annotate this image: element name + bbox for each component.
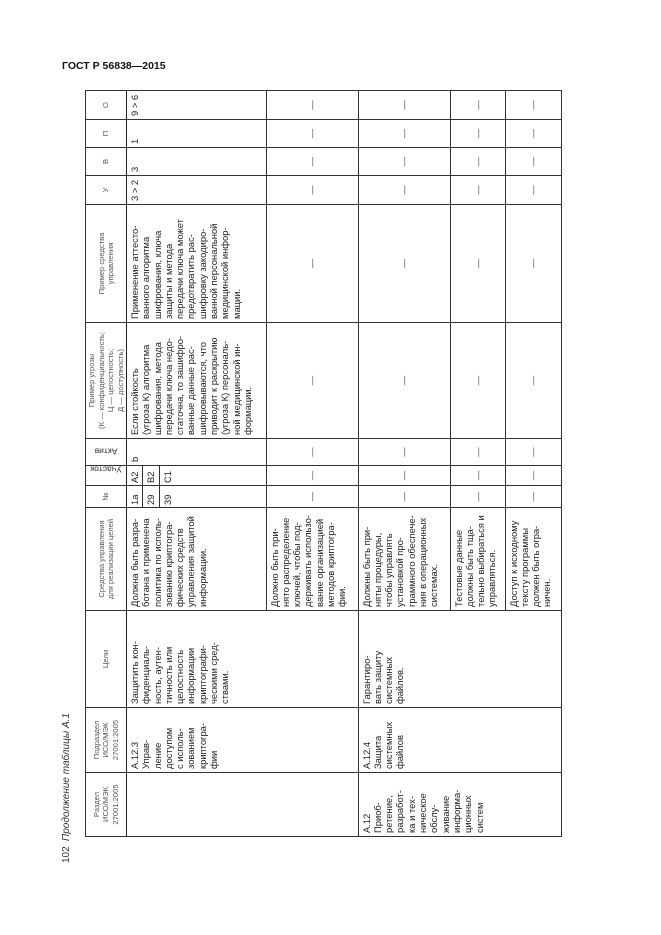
cell-asset: b [126, 438, 267, 466]
cell-p: — [505, 119, 562, 148]
header-section: Раздел ИСО/МЭК 27001:2005 [85, 772, 127, 837]
cell-p: — [450, 119, 506, 148]
table-row: А.12.3 Управ- ление доступом с исполь- з… [126, 90, 359, 837]
cell-section: А.12 Приоб- ретение, разработ- ка и тех-… [358, 772, 562, 837]
cell-area: — [450, 465, 506, 486]
cell-asset: — [505, 438, 562, 466]
cell-asset: — [358, 438, 451, 466]
cell-number: 29 [142, 485, 160, 508]
cell-control: Доступ к исходному тексту программы долж… [505, 507, 562, 611]
cell-u: — [266, 175, 359, 205]
header-goals: Цели [85, 610, 127, 708]
cell-control: Должна быть разра- ботана и применена по… [126, 507, 267, 611]
cell-area: — [358, 465, 451, 486]
cell-number: 39 [159, 485, 267, 508]
cell-area: A2 [126, 465, 143, 486]
cell-goal: Гарантиро- вать защиту системных файлов. [358, 610, 562, 708]
cell-u: — [450, 175, 506, 205]
cell-u: — [505, 175, 562, 205]
header-v: В [85, 147, 127, 176]
controls-table: Раздел ИСО/МЭК 27001:2005 Подраздел ИСО/… [85, 90, 562, 837]
cell-p: 1 [126, 119, 267, 148]
cell-o: — [358, 90, 451, 120]
cell-p: — [358, 119, 451, 148]
page-number: 102 [61, 846, 72, 863]
cell-o: — [450, 90, 506, 120]
cell-number: — [266, 485, 359, 508]
cell-measure: — [450, 204, 506, 323]
rotated-page-content: 102 Продолжение таблицы А.1 Раздел ИСО/М… [55, 85, 565, 875]
cell-number: — [505, 485, 562, 508]
header-asset-text: Актив [94, 447, 118, 458]
cell-threat: Если стойкость (угроза К) алгоритма шифр… [126, 322, 267, 439]
header-control-example: Пример средства управления [85, 204, 127, 323]
header-u: У [85, 175, 127, 205]
cell-threat: — [358, 322, 451, 439]
cell-threat: — [450, 322, 506, 439]
cell-v: — [450, 147, 506, 176]
cell-measure: — [358, 204, 451, 323]
cell-control: Должно быть при- нято распределение ключ… [266, 507, 359, 611]
cell-area: — [505, 465, 562, 486]
cell-subsection: А.12.3 Управ- ление доступом с исполь- з… [126, 707, 359, 773]
cell-measure: — [505, 204, 562, 323]
cell-goal: Защитить кон- фиденциаль- ность, аутен- … [126, 610, 359, 708]
cell-number: 1а [126, 485, 143, 508]
cell-section [126, 772, 359, 837]
table-header-row: Раздел ИСО/МЭК 27001:2005 Подраздел ИСО/… [85, 90, 127, 837]
cell-o: — [266, 90, 359, 120]
header-number: № [85, 485, 127, 508]
cell-v: 3 [126, 147, 267, 176]
cell-number: — [450, 485, 506, 508]
cell-control: Должны быть при- няты процедуры, чтобы у… [358, 507, 451, 611]
cell-v: — [358, 147, 451, 176]
cell-u: — [358, 175, 451, 205]
cell-o: — [505, 90, 562, 120]
cell-measure: — [266, 204, 359, 323]
header-p: П [85, 119, 127, 148]
cell-threat: — [266, 322, 359, 439]
cell-subsection: А.12.4 Защита системных файлов [358, 707, 562, 773]
cell-control: Тестовые данные должны быть тща- тельно … [450, 507, 506, 611]
cell-area: — [266, 465, 359, 486]
cell-p: — [266, 119, 359, 148]
header-subsection: Подраздел ИСО/МЭК 27001:2005 [85, 707, 127, 773]
cell-o: 9 > 6 [126, 90, 267, 120]
cell-area: C1 [159, 465, 267, 486]
cell-area: B2 [142, 465, 160, 486]
cell-asset: — [450, 438, 506, 466]
header-area: Участок [85, 464, 127, 486]
table-row: А.12 Приоб- ретение, разработ- ка и тех-… [358, 90, 562, 837]
cell-u: 3 > 2 [126, 175, 267, 205]
cell-v: — [266, 147, 359, 176]
header-o: О [85, 90, 127, 120]
cell-measure: Применение аттесто- ванного алгоритма ши… [126, 204, 267, 323]
table-caption: Продолжение таблицы А.1 [61, 713, 72, 841]
cell-v: — [505, 147, 562, 176]
cell-asset: — [266, 438, 359, 466]
cell-threat: — [505, 322, 562, 439]
header-asset: Актив [85, 438, 127, 466]
header-area-text: Участок [90, 464, 122, 475]
header-controls: Средства управления для реализации целей [85, 507, 127, 611]
document-standard-header: ГОСТ Р 56838—2015 [62, 60, 166, 72]
header-threat-example: Пример угрозы (К — конфиденциальность; Ц… [85, 322, 127, 439]
cell-number: — [358, 485, 451, 508]
